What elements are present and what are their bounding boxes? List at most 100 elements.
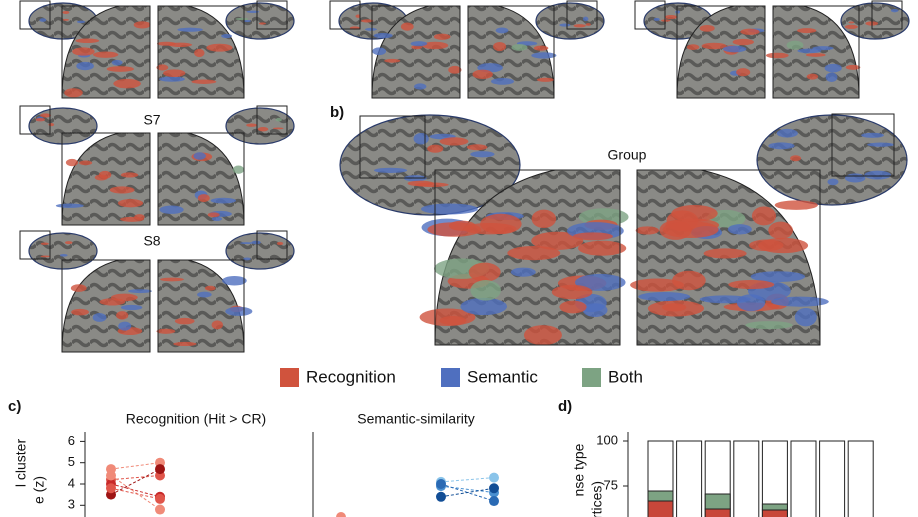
activation-blob (55, 203, 84, 208)
activation-blob (797, 28, 817, 34)
activation-blob (246, 10, 260, 13)
activation-blob (59, 254, 68, 257)
activation-blob (75, 38, 100, 43)
activation-blob (207, 212, 220, 218)
zoom-box (566, 0, 598, 30)
activation-blob (510, 267, 536, 277)
activation-blob (551, 284, 593, 300)
activation-blob (193, 152, 206, 160)
activation-blob (864, 170, 892, 180)
activation-blob (258, 22, 266, 25)
activation-blob (531, 209, 557, 229)
activation-blob (62, 10, 70, 14)
activation-blob (468, 262, 501, 282)
activation-blob (722, 45, 747, 53)
activation-blob (890, 8, 899, 13)
activation-blob (93, 51, 119, 58)
activation-blob (736, 68, 751, 77)
activation-blob (373, 33, 393, 39)
activation-blob (786, 40, 804, 50)
brain (28, 232, 98, 270)
legend-swatch (582, 368, 601, 387)
activation-blob (225, 306, 253, 316)
activation-blob (257, 126, 269, 132)
activation-blob (660, 19, 671, 22)
panel-title: Recognition (Hit > CR) (126, 411, 266, 427)
inset-frame (636, 169, 821, 346)
activation-blob (72, 47, 95, 56)
activation-blob (635, 226, 660, 235)
zoom-box (19, 0, 51, 30)
activation-blob (413, 132, 429, 145)
zoom-box (256, 230, 288, 260)
connector (440, 485, 495, 494)
zoom-box (634, 0, 666, 30)
activation-blob (177, 27, 203, 32)
activation-blob (197, 194, 210, 203)
activation-blob (790, 155, 802, 162)
zoom-box (831, 113, 895, 177)
legend-swatch (280, 368, 299, 387)
y-tick-label: 4 (68, 475, 75, 490)
activation-blob (246, 123, 258, 127)
activation-blob (128, 289, 152, 294)
activation-blob (585, 23, 591, 26)
inset-frame (676, 5, 766, 99)
dot (106, 470, 116, 481)
inset-frame (61, 5, 151, 99)
activation-blob (159, 76, 185, 82)
activation-blob (40, 255, 51, 258)
activation-blob (117, 199, 144, 208)
panel-tag: d) (558, 398, 572, 415)
activation-blob (120, 304, 143, 311)
activation-blob (361, 19, 374, 23)
activation-blob (272, 127, 284, 130)
activation-blob (582, 16, 589, 22)
bar-segment (761, 503, 788, 511)
activation-blob (812, 46, 834, 51)
activation-blob (572, 232, 613, 241)
activation-blob (493, 41, 507, 52)
activation-blob (845, 173, 866, 183)
activation-blob (531, 231, 584, 250)
activation-blob (111, 59, 123, 66)
activation-blob (439, 316, 467, 326)
activation-blob (275, 117, 282, 122)
activation-blob (751, 206, 777, 226)
bar-segment (704, 508, 731, 517)
axis-label: e (z) (31, 476, 47, 504)
legend-swatch (441, 368, 460, 387)
bar (847, 440, 874, 517)
activation-blob (466, 144, 488, 151)
activation-blob (204, 285, 216, 291)
activation-blob (163, 69, 186, 77)
activation-blob (414, 83, 427, 90)
y-tick-label: 6 (68, 433, 75, 448)
activation-blob (511, 43, 528, 51)
connector (110, 487, 161, 500)
inset-frame (157, 259, 245, 353)
activation-blob (35, 117, 46, 122)
legend-label: Semantic (467, 367, 538, 386)
activation-blob (106, 66, 135, 72)
activation-blob (276, 241, 284, 246)
connector (110, 474, 161, 481)
activation-blob (159, 277, 184, 282)
activation-blob (206, 43, 233, 52)
bar-segment (647, 490, 674, 502)
activation-blob (64, 88, 83, 98)
activation-blob (39, 18, 47, 22)
bars (647, 440, 874, 517)
activation-blob (470, 151, 495, 158)
activation-blob (573, 24, 586, 28)
activation-blob (76, 61, 94, 71)
activation-blob (797, 48, 822, 54)
activation-blob (480, 213, 522, 235)
activation-blob (745, 321, 793, 330)
activation-blob (470, 280, 501, 301)
activation-blob (765, 52, 789, 59)
bar (790, 440, 817, 517)
activation-blob (40, 242, 49, 245)
activation-blob (221, 33, 233, 39)
inset-frame (157, 5, 245, 99)
